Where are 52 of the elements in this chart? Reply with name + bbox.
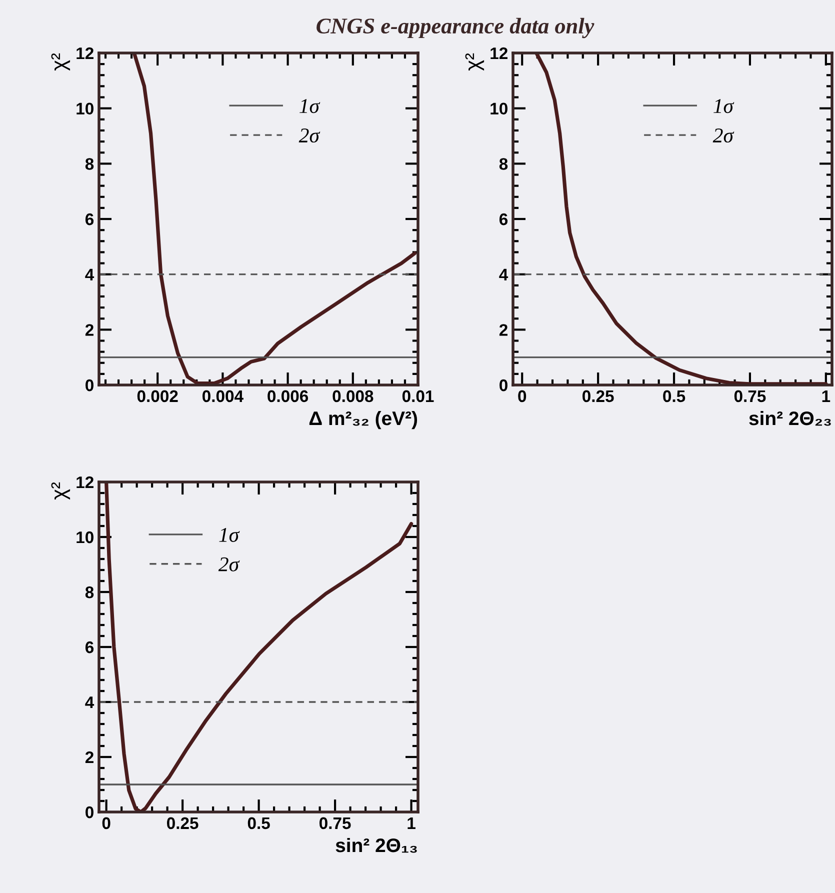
- x-tick-label: 0.002: [137, 390, 178, 402]
- y-tick-label: 10: [76, 531, 94, 544]
- y-tick-label: 6: [85, 213, 94, 226]
- y-tick-label: 8: [85, 158, 94, 170]
- y-tick-label: 2: [85, 751, 94, 764]
- x-tick-label: 0.75: [319, 817, 351, 830]
- x-tick-label: 0.25: [582, 390, 614, 402]
- legend-label: 2σ: [218, 557, 240, 572]
- x-tick-label: 0.01: [402, 390, 434, 402]
- x-tick-label: 1: [408, 817, 416, 829]
- y-tick-label: 10: [76, 102, 94, 115]
- x-axis-title: Δ m²₃₂ (eV²): [309, 410, 418, 430]
- x-tick-label: 0.008: [332, 390, 374, 402]
- legend-label: 1σ: [714, 99, 734, 114]
- y-tick-label: 12: [490, 47, 508, 60]
- y-tick-label: 0: [86, 806, 94, 818]
- x-axis-title: sin² 2Θ₁₃: [336, 838, 417, 853]
- line-series: [534, 53, 828, 385]
- legend-label: 1σ: [219, 528, 240, 542]
- y-axis-title: χ²: [51, 482, 70, 500]
- y-tick-label: 12: [76, 476, 94, 488]
- x-tick-label: 0.75: [734, 390, 766, 402]
- chart-title: CNGS e-appearance data only: [316, 18, 594, 38]
- y-tick-label: 6: [85, 641, 94, 654]
- y-tick-label: 8: [499, 158, 508, 170]
- x-tick-label: 0.004: [202, 390, 244, 402]
- x-tick-label: 0.25: [167, 817, 198, 830]
- y-tick-label: 12: [76, 47, 94, 60]
- x-tick-label: 0.006: [268, 390, 308, 402]
- x-tick-label: 0.5: [663, 390, 686, 402]
- y-tick-label: 2: [499, 324, 508, 336]
- y-tick-label: 8: [85, 586, 94, 598]
- line-series: [132, 53, 417, 385]
- legend-label: 2σ: [712, 128, 734, 143]
- x-tick-label: 1: [822, 390, 830, 402]
- y-tick-label: 0: [500, 379, 508, 392]
- line-series: [104, 482, 414, 812]
- y-axis-title: χ²: [51, 53, 70, 71]
- y-tick-label: 2: [85, 324, 94, 336]
- y-axis-title: χ²: [465, 53, 484, 71]
- x-tick-label: 0.5: [248, 817, 270, 830]
- y-tick-label: 0: [86, 379, 94, 392]
- y-tick-label: 4: [85, 696, 94, 708]
- x-tick-label: 0: [518, 390, 526, 402]
- x-axis-title: sin² 2Θ₂₃: [749, 410, 831, 426]
- legend-label: 1σ: [300, 99, 320, 114]
- y-tick-label: 10: [490, 102, 508, 115]
- y-tick-label: 6: [499, 213, 508, 226]
- y-tick-label: 4: [499, 268, 508, 280]
- y-tick-label: 4: [85, 268, 94, 280]
- x-tick-label: 0: [102, 817, 110, 830]
- legend-label: 2σ: [298, 128, 320, 143]
